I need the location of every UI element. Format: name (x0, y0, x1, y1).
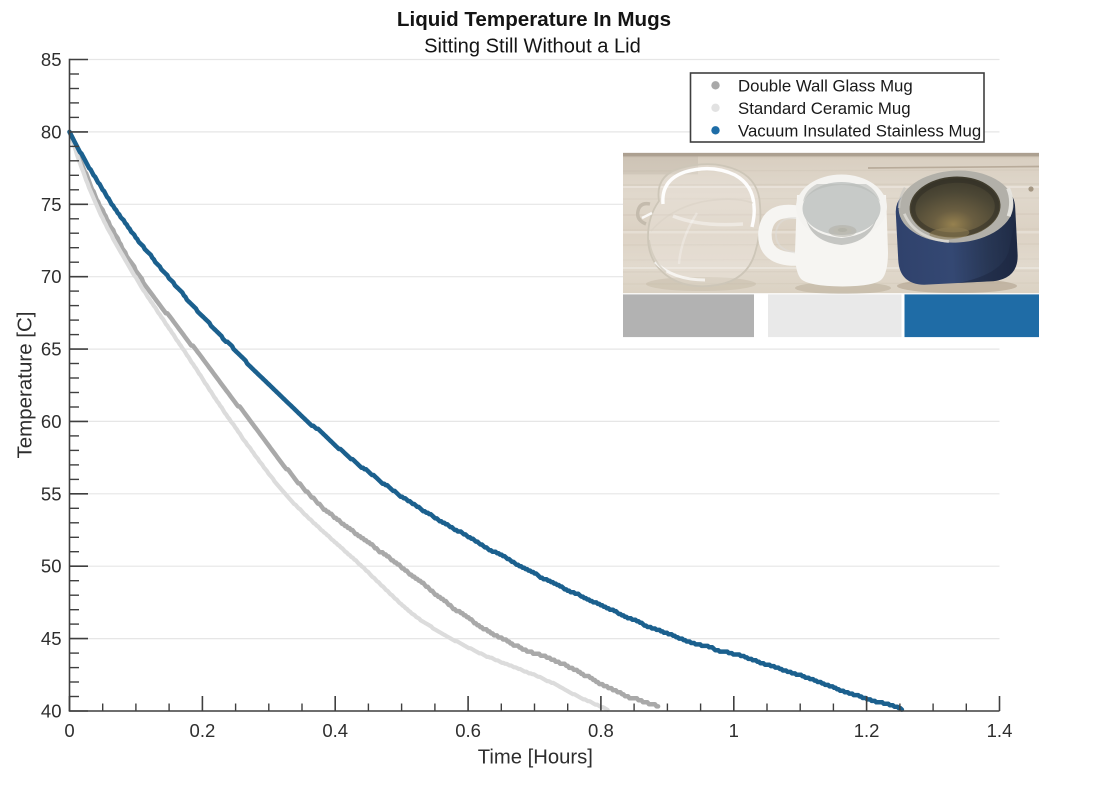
svg-text:0: 0 (64, 720, 74, 741)
svg-text:1: 1 (729, 720, 739, 741)
svg-text:85: 85 (41, 49, 62, 70)
svg-text:0.6: 0.6 (455, 720, 481, 741)
svg-text:Time [Hours]: Time [Hours] (478, 747, 593, 769)
svg-text:Sitting Still Without a Lid: Sitting Still Without a Lid (424, 36, 641, 58)
svg-text:0.8: 0.8 (588, 720, 614, 741)
svg-text:0.2: 0.2 (190, 720, 216, 741)
svg-text:1.2: 1.2 (854, 720, 880, 741)
svg-text:75: 75 (41, 194, 62, 215)
svg-text:50: 50 (41, 556, 62, 577)
svg-text:60: 60 (41, 411, 62, 432)
svg-text:80: 80 (41, 121, 62, 142)
svg-text:45: 45 (41, 628, 62, 649)
svg-text:70: 70 (41, 266, 62, 287)
svg-text:65: 65 (41, 339, 62, 360)
svg-text:Vacuum Insulated Stainless Mug: Vacuum Insulated Stainless Mug (738, 121, 981, 140)
svg-text:1.4: 1.4 (987, 720, 1013, 741)
svg-text:0.4: 0.4 (322, 720, 348, 741)
svg-text:55: 55 (41, 483, 62, 504)
svg-text:40: 40 (41, 701, 62, 722)
svg-text:Temperature [C]: Temperature [C] (14, 312, 37, 459)
svg-text:Standard Ceramic Mug: Standard Ceramic Mug (738, 99, 911, 118)
svg-text:Double Wall Glass Mug: Double Wall Glass Mug (738, 76, 913, 95)
svg-text:Liquid Temperature In Mugs: Liquid Temperature In Mugs (397, 8, 671, 31)
